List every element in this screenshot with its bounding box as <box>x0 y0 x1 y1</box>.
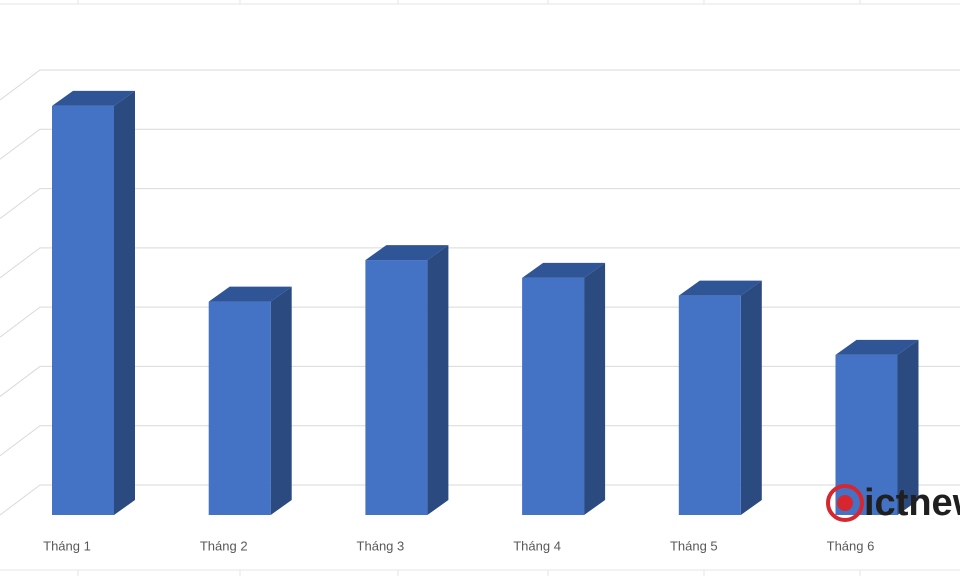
x-tick-label: Tháng 4 <box>513 538 561 553</box>
watermark: ictnew <box>826 482 960 524</box>
bar-side <box>740 280 762 515</box>
grid-line <box>0 128 960 160</box>
grid-line <box>0 188 960 219</box>
bar-top <box>835 339 919 355</box>
bar <box>678 280 762 515</box>
x-tick-label: Tháng 2 <box>200 538 248 553</box>
grid-line <box>0 306 960 338</box>
bar-side <box>270 286 292 515</box>
bar-front <box>365 260 428 515</box>
bar <box>522 262 606 515</box>
bar-front <box>52 105 114 515</box>
bar-side <box>427 245 449 516</box>
bar-side <box>584 262 606 515</box>
bar-side <box>114 90 135 515</box>
bar-front <box>678 295 741 515</box>
bar-top <box>52 90 135 106</box>
bar-top <box>522 262 606 278</box>
watermark-logo-dot <box>837 495 853 511</box>
grid-line <box>0 69 960 101</box>
bar <box>208 286 292 515</box>
bar-top <box>208 286 292 302</box>
x-tick-label: Tháng 1 <box>43 538 91 553</box>
bar-top <box>365 245 449 261</box>
bar-side <box>897 339 919 515</box>
grid-line <box>0 484 960 516</box>
x-tick-label: Tháng 5 <box>670 538 718 553</box>
bar-top <box>678 280 762 296</box>
bar <box>835 339 919 515</box>
x-tick-label: Tháng 3 <box>357 538 405 553</box>
watermark-text: ictnew <box>864 482 960 524</box>
bar <box>365 245 449 516</box>
bar <box>52 90 135 515</box>
bar-front <box>522 277 585 515</box>
grid-line <box>0 365 960 397</box>
bar-front <box>208 301 271 515</box>
x-tick-label: Tháng 6 <box>827 538 875 553</box>
watermark-logo <box>826 484 864 522</box>
grid-line <box>0 425 960 457</box>
bar-front <box>835 354 898 515</box>
grid-line <box>0 247 960 279</box>
